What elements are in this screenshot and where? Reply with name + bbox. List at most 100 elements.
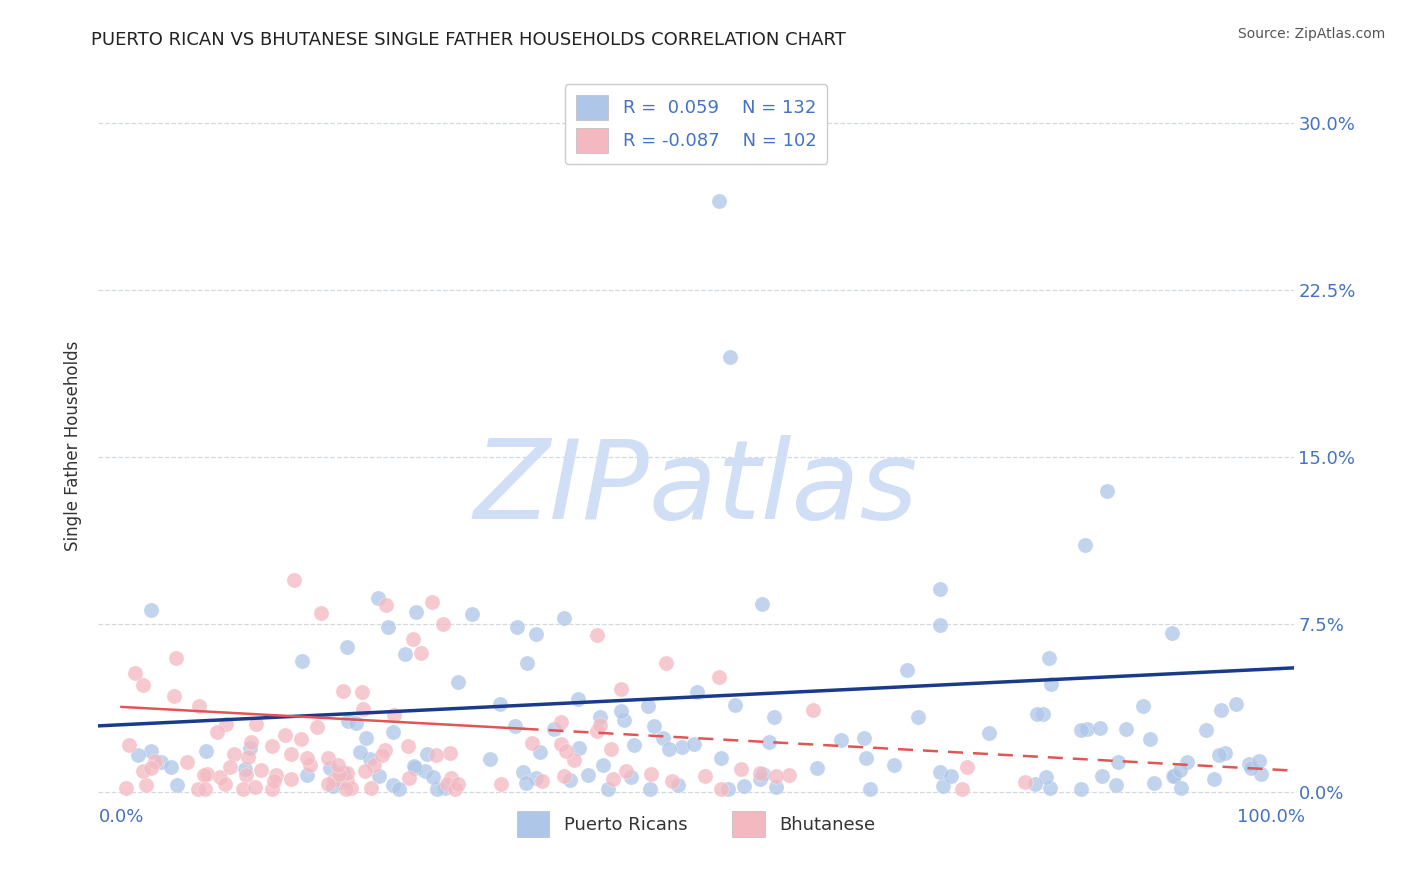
Point — [318, 777, 340, 791]
Point — [1024, 777, 1046, 791]
Point — [661, 774, 683, 789]
Point — [307, 720, 329, 734]
Point — [553, 611, 575, 625]
Point — [280, 747, 302, 761]
Point — [977, 726, 1000, 740]
Point — [956, 760, 979, 774]
Point — [382, 724, 405, 739]
Point — [360, 780, 382, 795]
Point — [765, 769, 787, 783]
Point — [503, 719, 526, 733]
Point — [531, 774, 554, 789]
Point — [398, 771, 420, 785]
Point — [1132, 699, 1154, 714]
Point — [222, 747, 245, 761]
Point — [396, 739, 419, 753]
Point — [205, 725, 228, 739]
Text: PUERTO RICAN VS BHUTANESE SINGLE FATHER HOUSEHOLDS CORRELATION CHART: PUERTO RICAN VS BHUTANESE SINGLE FATHER … — [91, 31, 846, 49]
Point — [359, 752, 381, 766]
Point — [929, 618, 952, 632]
Point — [291, 654, 314, 668]
Point — [416, 747, 439, 761]
Point — [332, 765, 354, 780]
Point — [614, 764, 637, 778]
Point — [524, 771, 547, 785]
Point — [588, 710, 610, 724]
Point — [560, 772, 582, 787]
Point — [404, 758, 426, 772]
Point — [686, 685, 709, 699]
Point — [585, 723, 607, 738]
Point — [420, 595, 443, 609]
Point — [553, 769, 575, 783]
Point — [489, 698, 512, 712]
Point — [193, 768, 215, 782]
Point — [447, 777, 470, 791]
Point — [409, 646, 432, 660]
Point — [187, 782, 209, 797]
Point — [586, 628, 609, 642]
Point — [1168, 763, 1191, 777]
Point — [404, 761, 426, 775]
Point — [436, 776, 458, 790]
Point — [568, 741, 591, 756]
Point — [555, 744, 578, 758]
Point — [299, 758, 322, 772]
Point — [233, 762, 256, 776]
Point — [260, 739, 283, 753]
Point — [371, 748, 394, 763]
Point — [666, 778, 689, 792]
Point — [1250, 767, 1272, 781]
Point — [748, 772, 770, 786]
Point — [830, 733, 852, 747]
Point — [377, 620, 399, 634]
Point — [353, 764, 375, 778]
Point — [1239, 761, 1261, 775]
Point — [710, 781, 733, 796]
Point — [195, 767, 218, 781]
Point — [707, 670, 730, 684]
Point — [326, 758, 349, 772]
Point — [439, 746, 461, 760]
Point — [352, 702, 374, 716]
Point — [1090, 721, 1112, 735]
Point — [332, 775, 354, 789]
Point — [245, 717, 267, 731]
Point — [160, 760, 183, 774]
Point — [516, 656, 538, 670]
Point — [367, 591, 389, 605]
Point — [724, 698, 747, 712]
Point — [143, 754, 166, 768]
Point — [1107, 755, 1129, 769]
Point — [1195, 723, 1218, 737]
Point — [194, 782, 217, 797]
Point — [440, 772, 463, 786]
Point — [344, 716, 367, 731]
Point — [592, 757, 614, 772]
Point — [1095, 483, 1118, 498]
Point — [1032, 706, 1054, 721]
Point — [114, 781, 136, 796]
Point — [907, 710, 929, 724]
Point — [491, 777, 513, 791]
Point — [336, 774, 359, 789]
Point — [426, 782, 449, 797]
Point — [368, 768, 391, 782]
Point — [124, 665, 146, 680]
Point — [610, 704, 633, 718]
Point — [752, 766, 775, 780]
Point — [853, 731, 876, 745]
Point — [1105, 778, 1128, 792]
Point — [432, 617, 454, 632]
Point — [806, 761, 828, 775]
Point — [758, 735, 780, 749]
Point — [671, 739, 693, 754]
Point — [316, 750, 339, 764]
Point — [1014, 775, 1036, 789]
Point — [576, 768, 599, 782]
Point — [447, 675, 470, 690]
Point — [187, 698, 209, 713]
Point — [163, 690, 186, 704]
Point — [295, 768, 318, 782]
Point — [402, 632, 425, 646]
